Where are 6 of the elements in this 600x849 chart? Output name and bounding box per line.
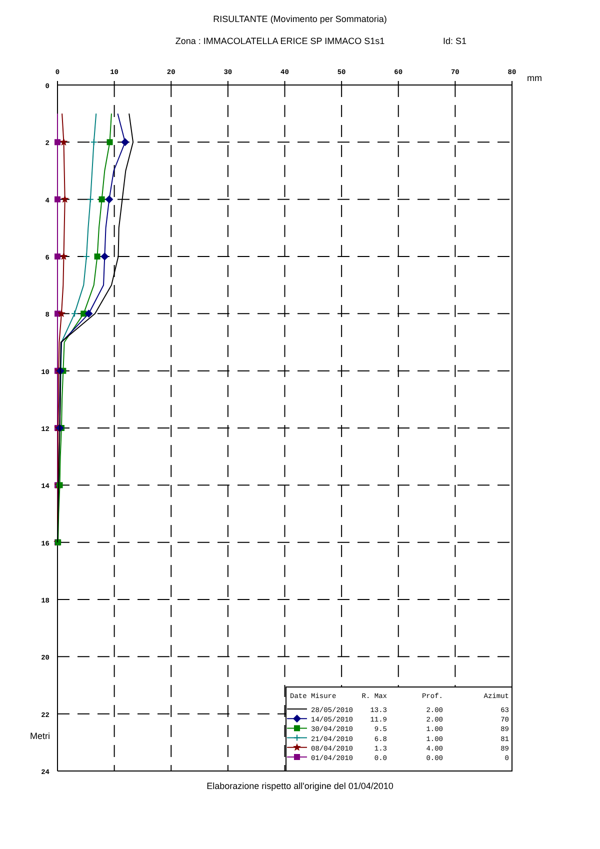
chart-title: RISULTANTE (Movimento per Sommatoria) [213,14,387,24]
text: Id: S1 [443,36,467,46]
y-axis-title: Metri [30,731,50,741]
chart-subtitle: Zona : IMMACOLATELLA ERICE SP IMMACO S1s1 [175,36,385,46]
text: Elaborazione rispetto all'origine del 01/04/2010 [206,781,394,791]
x-axis-title: mm [527,73,542,83]
